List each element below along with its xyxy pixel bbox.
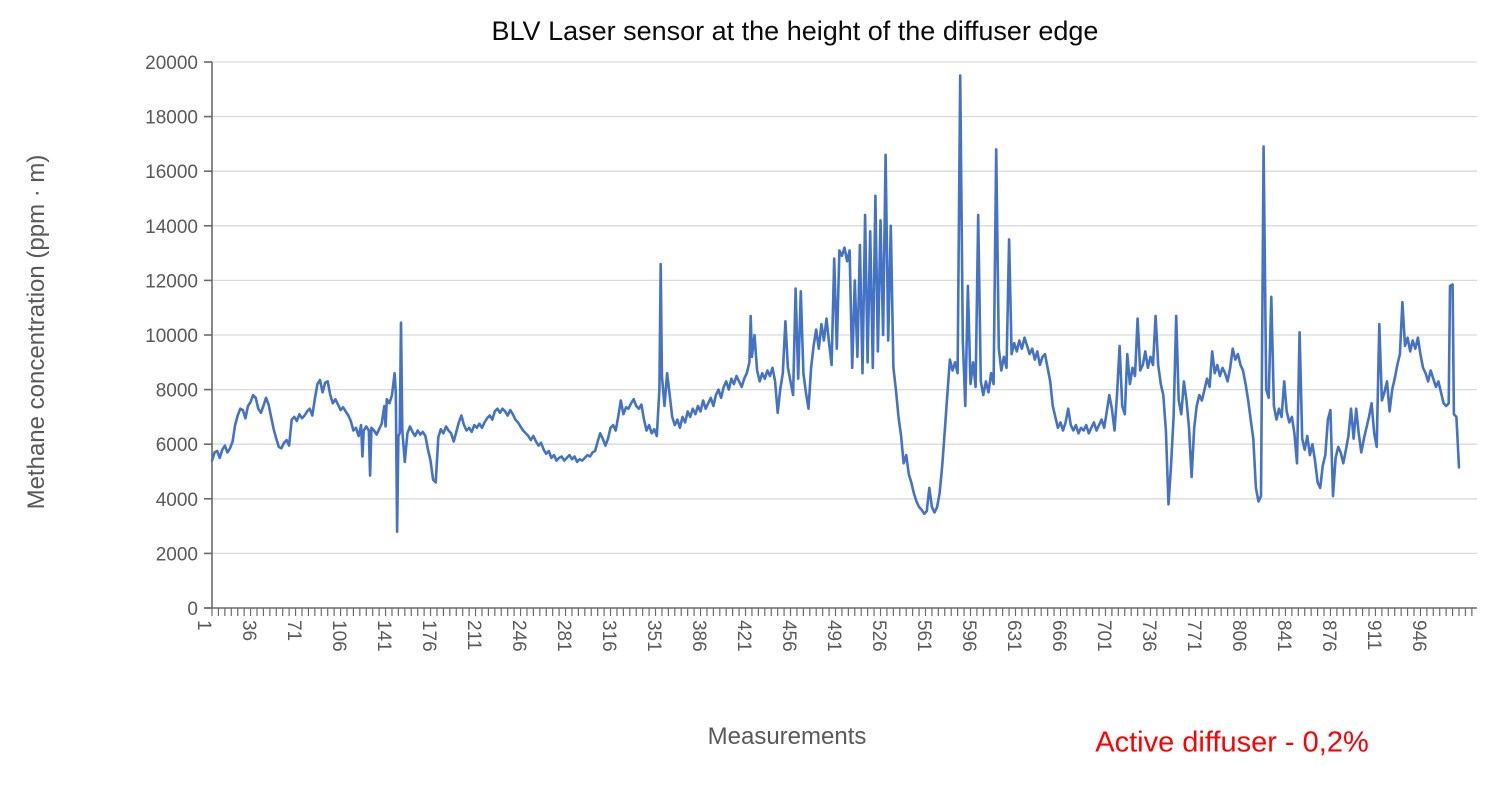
y-tick-label: 10000 bbox=[145, 326, 198, 347]
chart-title: BLV Laser sensor at the height of the di… bbox=[491, 16, 1099, 46]
x-tick-label: 631 bbox=[1003, 620, 1024, 652]
x-tick-label: 1 bbox=[193, 620, 214, 631]
x-tick-label: 876 bbox=[1318, 620, 1339, 652]
y-tick-label: 14000 bbox=[145, 217, 198, 238]
y-tick-label: 18000 bbox=[145, 108, 198, 129]
y-tick-label: 16000 bbox=[145, 162, 198, 183]
x-tick-label: 141 bbox=[373, 620, 394, 652]
x-tick-label: 526 bbox=[868, 620, 889, 652]
x-tick-label: 911 bbox=[1363, 620, 1384, 650]
x-tick-label: 351 bbox=[643, 620, 664, 652]
x-tick-label: 771 bbox=[1183, 620, 1204, 652]
y-tick-label: 12000 bbox=[145, 271, 198, 292]
y-tick-label: 8000 bbox=[156, 381, 198, 402]
x-tick-label: 421 bbox=[733, 620, 754, 652]
y-tick-label: 2000 bbox=[156, 544, 198, 565]
data-line-methane-concentration bbox=[210, 74, 1461, 533]
x-tick-label: 736 bbox=[1138, 620, 1159, 652]
x-tick-label: 281 bbox=[553, 620, 574, 652]
x-axis-title: Measurements bbox=[707, 723, 867, 750]
x-tick-label: 946 bbox=[1408, 620, 1429, 652]
x-tick-label: 561 bbox=[913, 620, 934, 652]
y-tick-label: 6000 bbox=[156, 435, 198, 456]
x-tick-label: 456 bbox=[778, 620, 799, 652]
x-tick-label: 491 bbox=[823, 620, 844, 652]
x-tick-label: 806 bbox=[1228, 620, 1249, 652]
x-tick-label: 176 bbox=[418, 620, 439, 652]
x-tick-label: 246 bbox=[508, 620, 529, 652]
x-tick-label: 316 bbox=[598, 620, 619, 652]
x-tick-label: 596 bbox=[958, 620, 979, 652]
x-tick-label: 841 bbox=[1273, 620, 1294, 652]
x-tick-label: 666 bbox=[1048, 620, 1069, 652]
active-diffuser-annotation: Active diffuser - 0,2% bbox=[1095, 726, 1369, 759]
y-tick-label: 0 bbox=[187, 599, 198, 620]
x-tick-label: 106 bbox=[328, 620, 349, 652]
x-tick-label: 36 bbox=[238, 620, 259, 641]
x-tick-label: 386 bbox=[688, 620, 709, 652]
y-tick-label: 20000 bbox=[145, 53, 198, 74]
x-tick-label: 701 bbox=[1093, 620, 1114, 652]
y-tick-label: 4000 bbox=[156, 490, 198, 511]
y-axis-title: Methane concentration (ppm · m) bbox=[23, 154, 50, 510]
x-tick-label: 211 bbox=[463, 620, 484, 650]
x-tick-label: 71 bbox=[283, 620, 304, 641]
